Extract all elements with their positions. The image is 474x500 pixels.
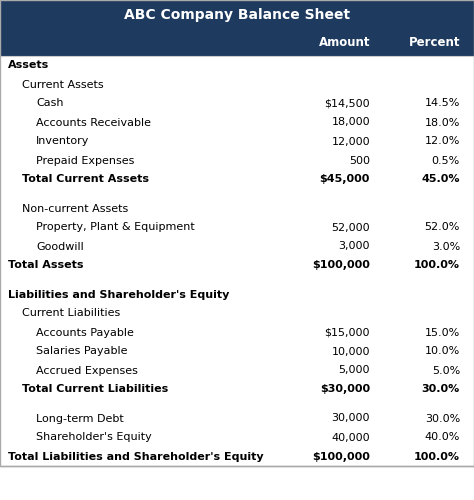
- Text: 14.5%: 14.5%: [425, 98, 460, 108]
- Text: 52.0%: 52.0%: [425, 222, 460, 232]
- Text: Total Assets: Total Assets: [8, 260, 83, 270]
- Text: Property, Plant & Equipment: Property, Plant & Equipment: [36, 222, 195, 232]
- Text: $14,500: $14,500: [324, 98, 370, 108]
- Text: 100.0%: 100.0%: [414, 452, 460, 462]
- Text: Inventory: Inventory: [36, 136, 90, 146]
- Text: 0.5%: 0.5%: [432, 156, 460, 166]
- Text: Assets: Assets: [8, 60, 49, 70]
- Bar: [0, 0, 474, 30]
- Text: Accrued Expenses: Accrued Expenses: [36, 366, 138, 376]
- Text: $15,000: $15,000: [325, 328, 370, 338]
- Text: 30.0%: 30.0%: [422, 384, 460, 394]
- Text: 18.0%: 18.0%: [425, 118, 460, 128]
- Text: 100.0%: 100.0%: [414, 260, 460, 270]
- Text: 40,000: 40,000: [331, 432, 370, 442]
- Text: ABC Company Balance Sheet: ABC Company Balance Sheet: [124, 8, 350, 22]
- Text: Prepaid Expenses: Prepaid Expenses: [36, 156, 134, 166]
- Text: Shareholder's Equity: Shareholder's Equity: [36, 432, 152, 442]
- Text: 3.0%: 3.0%: [432, 242, 460, 252]
- Text: 40.0%: 40.0%: [425, 432, 460, 442]
- Text: Cash: Cash: [36, 98, 64, 108]
- Text: $30,000: $30,000: [320, 384, 370, 394]
- Text: Percent: Percent: [409, 36, 460, 50]
- Text: Total Liabilities and Shareholder's Equity: Total Liabilities and Shareholder's Equi…: [8, 452, 264, 462]
- Text: Liabilities and Shareholder's Equity: Liabilities and Shareholder's Equity: [8, 290, 229, 300]
- Text: $100,000: $100,000: [312, 260, 370, 270]
- Text: 500: 500: [349, 156, 370, 166]
- Text: 12,000: 12,000: [331, 136, 370, 146]
- Bar: [0, 30, 474, 56]
- Text: 45.0%: 45.0%: [421, 174, 460, 184]
- Text: 15.0%: 15.0%: [425, 328, 460, 338]
- Text: Current Assets: Current Assets: [22, 80, 104, 90]
- Text: Salaries Payable: Salaries Payable: [36, 346, 128, 356]
- Text: Amount: Amount: [319, 36, 370, 50]
- Text: Total Current Liabilities: Total Current Liabilities: [22, 384, 168, 394]
- Text: Goodwill: Goodwill: [36, 242, 84, 252]
- Text: $45,000: $45,000: [319, 174, 370, 184]
- Text: 30.0%: 30.0%: [425, 414, 460, 424]
- Text: Accounts Receivable: Accounts Receivable: [36, 118, 151, 128]
- Text: 3,000: 3,000: [338, 242, 370, 252]
- Text: Accounts Payable: Accounts Payable: [36, 328, 134, 338]
- Text: 18,000: 18,000: [331, 118, 370, 128]
- Text: Long-term Debt: Long-term Debt: [36, 414, 124, 424]
- Text: 52,000: 52,000: [331, 222, 370, 232]
- Text: 5.0%: 5.0%: [432, 366, 460, 376]
- Text: 12.0%: 12.0%: [425, 136, 460, 146]
- Text: 10,000: 10,000: [331, 346, 370, 356]
- Text: 30,000: 30,000: [331, 414, 370, 424]
- Text: Total Current Assets: Total Current Assets: [22, 174, 149, 184]
- Text: 5,000: 5,000: [338, 366, 370, 376]
- Text: Non-current Assets: Non-current Assets: [22, 204, 128, 214]
- Text: 10.0%: 10.0%: [425, 346, 460, 356]
- Text: $100,000: $100,000: [312, 452, 370, 462]
- Text: Current Liabilities: Current Liabilities: [22, 308, 120, 318]
